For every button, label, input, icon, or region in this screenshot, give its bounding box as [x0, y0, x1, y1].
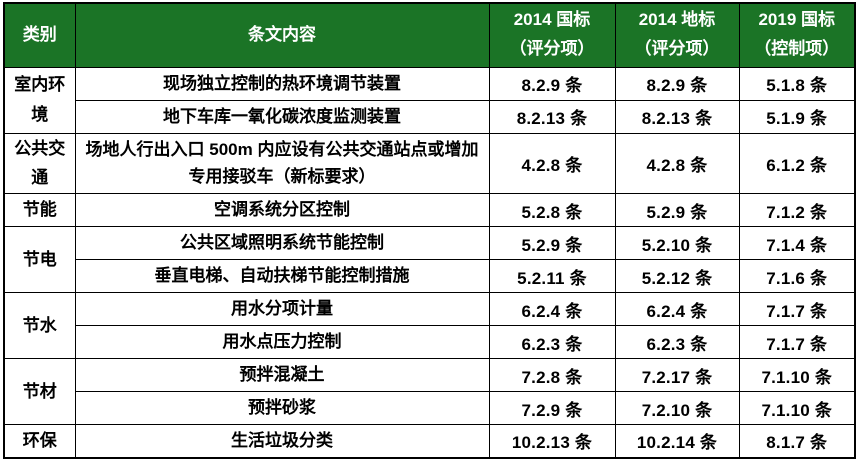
content-cell: 场地人行出入口 500m 内应设有公共交通站点或增加专用接驳车（新标要求）: [74, 132, 490, 194]
header-gb2019-line1: 2019 国标: [758, 10, 836, 30]
table-row: 节能 空调系统分区控制 5.2.8 条 5.2.9 条 7.1.2 条: [3, 193, 856, 227]
db2014-cell: 4.2.8 条: [614, 132, 740, 194]
content-cell: 地下车库一氧化碳浓度监测装置: [74, 99, 490, 134]
table-row: 地下车库一氧化碳浓度监测装置 8.2.13 条 8.2.13 条 5.1.9 条: [4, 99, 856, 134]
header-db2014: 2014 地标 （评分项）: [614, 2, 740, 68]
gb2014-cell: 6.2.3 条: [488, 325, 616, 359]
db2014-cell: 8.2.13 条: [614, 99, 740, 134]
table-row: 公共交通 场地人行出入口 500m 内应设有公共交通站点或增加专用接驳车（新标要…: [3, 132, 856, 194]
db2014-cell: 8.2.9 条: [614, 66, 740, 101]
table-header: 类别 条文内容 2014 国标 （评分项） 2014 地标 （评分项） 2019…: [3, 2, 856, 68]
gb2014-cell: 5.2.8 条: [488, 193, 616, 227]
content-cell: 垂直电梯、自动扶梯节能控制措施: [74, 259, 490, 293]
category-cell: 节水: [3, 292, 76, 359]
table-row: 节电 公共区域照明系统节能控制 5.2.9 条 5.2.10 条 7.1.4 条: [3, 226, 856, 293]
db2014-cell: 5.2.12 条: [614, 259, 740, 293]
gb2019-cell: 7.1.10 条: [738, 358, 856, 392]
gb2014-cell: 8.2.13 条: [488, 99, 616, 134]
gb2019-cell: 5.1.8 条: [738, 66, 856, 101]
db2014-cell: 7.2.10 条: [614, 391, 740, 425]
db2014-cell: 10.2.14 条: [614, 424, 740, 458]
gb2014-cell: 7.2.8 条: [488, 358, 616, 392]
db2014-cell: 7.2.17 条: [614, 358, 740, 392]
content-cell: 公共区域照明系统节能控制: [74, 226, 490, 260]
gb2019-cell: 8.1.7 条: [738, 424, 856, 458]
header-db2014-line2: （评分项）: [634, 39, 720, 59]
gb2019-cell: 7.1.10 条: [738, 391, 856, 425]
content-cell: 生活垃圾分类: [74, 424, 490, 458]
gb2014-cell: 6.2.4 条: [488, 292, 616, 326]
gb2014-cell: 5.2.11 条: [488, 259, 616, 293]
gb2014-cell: 8.2.9 条: [488, 66, 616, 101]
db2014-cell: 6.2.3 条: [614, 325, 740, 359]
gb2019-cell: 6.1.2 条: [738, 132, 856, 194]
header-db2014-line1: 2014 地标: [638, 10, 716, 30]
gb2014-cell: 4.2.8 条: [488, 132, 616, 194]
table-row: 节水 用水分项计量 6.2.4 条 6.2.4 条 7.1.7 条: [3, 292, 856, 359]
content-cell: 用水分项计量: [74, 292, 490, 326]
header-gb2019: 2019 国标 （控制项）: [738, 2, 856, 68]
content-cell: 现场独立控制的热环境调节装置: [74, 66, 490, 101]
header-gb2019-line2: （控制项）: [754, 39, 840, 59]
table-row: 节材 预拌混凝土 7.2.8 条 7.2.17 条 7.1.10 条: [3, 358, 856, 425]
table-row: 室内环境 现场独立控制的热环境调节装置 8.2.9 条 8.2.9 条 5.1.…: [3, 66, 856, 134]
content-cell: 预拌砂浆: [74, 391, 490, 425]
category-cell: 公共交通: [3, 132, 76, 194]
table-body: 室内环境 现场独立控制的热环境调节装置 8.2.9 条 8.2.9 条 5.1.…: [3, 66, 856, 458]
category-cell: 室内环境: [3, 66, 76, 134]
category-cell: 节能: [3, 193, 76, 227]
table-row: 环保 生活垃圾分类 10.2.13 条 10.2.14 条 8.1.7 条: [3, 424, 856, 458]
gb2014-cell: 7.2.9 条: [488, 391, 616, 425]
table-row: 垂直电梯、自动扶梯节能控制措施 5.2.11 条 5.2.12 条 7.1.6 …: [4, 259, 856, 293]
content-cell: 空调系统分区控制: [74, 193, 490, 227]
db2014-cell: 6.2.4 条: [614, 292, 740, 326]
category-cell: 节电: [3, 226, 76, 293]
gb2019-cell: 7.1.7 条: [738, 292, 856, 326]
gb2014-cell: 5.2.9 条: [488, 226, 616, 260]
gb2019-cell: 5.1.9 条: [738, 99, 856, 134]
gb2019-cell: 7.1.7 条: [738, 325, 856, 359]
header-gb2014: 2014 国标 （评分项）: [488, 2, 616, 68]
gb2019-cell: 7.1.4 条: [738, 226, 856, 260]
header-content: 条文内容: [74, 2, 490, 68]
category-cell: 节材: [3, 358, 76, 425]
gb2014-cell: 10.2.13 条: [488, 424, 616, 458]
table-row: 用水点压力控制 6.2.3 条 6.2.3 条 7.1.7 条: [4, 325, 856, 359]
table-row: 预拌砂浆 7.2.9 条 7.2.10 条 7.1.10 条: [4, 391, 856, 425]
header-category: 类别: [3, 2, 76, 68]
content-cell: 用水点压力控制: [74, 325, 490, 359]
category-cell: 环保: [3, 424, 76, 458]
header-gb2014-line1: 2014 国标: [513, 10, 591, 30]
gb2019-cell: 7.1.2 条: [738, 193, 856, 227]
db2014-cell: 5.2.10 条: [614, 226, 740, 260]
gb2019-cell: 7.1.6 条: [738, 259, 856, 293]
content-cell: 预拌混凝土: [74, 358, 490, 392]
db2014-cell: 5.2.9 条: [614, 193, 740, 227]
header-gb2014-line2: （评分项）: [509, 39, 595, 59]
standards-comparison-table: 类别 条文内容 2014 国标 （评分项） 2014 地标 （评分项） 2019…: [3, 2, 856, 459]
